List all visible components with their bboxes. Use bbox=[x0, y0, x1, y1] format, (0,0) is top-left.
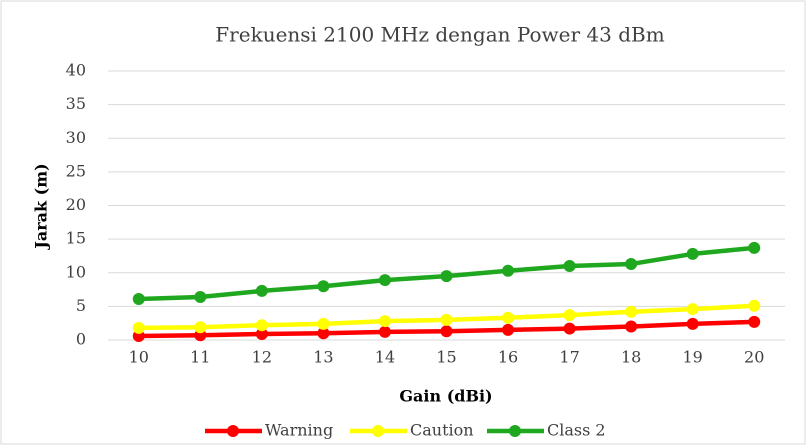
data-point bbox=[194, 321, 207, 334]
data-point bbox=[625, 305, 638, 318]
legend-label: Class 2 bbox=[547, 421, 606, 440]
x-tick-label: 10 bbox=[129, 348, 149, 367]
data-point bbox=[194, 290, 207, 303]
data-point bbox=[502, 264, 515, 277]
x-tick-label: 11 bbox=[190, 348, 210, 367]
data-point bbox=[255, 284, 268, 297]
data-point bbox=[317, 317, 330, 330]
y-tick-label: 30 bbox=[66, 128, 86, 147]
data-point bbox=[255, 327, 268, 340]
data-point bbox=[255, 319, 268, 332]
chart-title: Frekuensi 2100 MHz dengan Power 43 dBm bbox=[215, 23, 664, 47]
y-tick-label: 10 bbox=[66, 262, 86, 281]
x-tick-label: 13 bbox=[313, 348, 333, 367]
x-tick-label: 18 bbox=[621, 348, 641, 367]
legend-marker bbox=[509, 425, 521, 437]
data-point bbox=[625, 258, 638, 271]
y-tick-label: 0 bbox=[76, 330, 86, 349]
data-point bbox=[440, 313, 453, 326]
y-tick-label: 25 bbox=[66, 161, 86, 180]
x-tick-label: 12 bbox=[252, 348, 272, 367]
y-tick-label: 40 bbox=[66, 61, 86, 80]
data-point bbox=[625, 320, 638, 333]
y-tick-label: 5 bbox=[76, 296, 86, 315]
data-point bbox=[317, 327, 330, 340]
x-tick-label: 20 bbox=[744, 348, 764, 367]
y-tick-label: 15 bbox=[66, 229, 86, 248]
x-tick-label: 16 bbox=[498, 348, 518, 367]
data-point bbox=[563, 322, 576, 335]
data-point bbox=[748, 241, 761, 254]
x-axis-title: Gain (dBi) bbox=[399, 387, 492, 406]
data-point bbox=[686, 317, 699, 330]
legend-marker bbox=[372, 425, 384, 437]
legend-marker bbox=[227, 425, 239, 437]
data-point bbox=[440, 325, 453, 338]
data-point bbox=[502, 323, 515, 336]
legend-label: Caution bbox=[410, 421, 474, 440]
data-point bbox=[502, 311, 515, 324]
data-point bbox=[563, 260, 576, 273]
data-point bbox=[563, 309, 576, 322]
x-tick-label: 14 bbox=[375, 348, 395, 367]
y-tick-label: 20 bbox=[66, 195, 86, 214]
y-tick-label: 35 bbox=[66, 94, 86, 113]
data-point bbox=[686, 247, 699, 260]
data-point bbox=[132, 292, 145, 305]
data-point bbox=[686, 303, 699, 316]
y-axis-title: Jarak (m) bbox=[32, 163, 51, 250]
data-point bbox=[748, 315, 761, 328]
data-point bbox=[378, 315, 391, 328]
data-point bbox=[748, 299, 761, 312]
data-point bbox=[378, 274, 391, 287]
x-tick-label: 17 bbox=[559, 348, 579, 367]
data-point bbox=[378, 325, 391, 338]
legend-label: Warning bbox=[265, 421, 333, 440]
x-tick-label: 15 bbox=[436, 348, 456, 367]
data-point bbox=[317, 280, 330, 293]
x-tick-label: 19 bbox=[683, 348, 703, 367]
data-point bbox=[132, 321, 145, 334]
data-point bbox=[440, 270, 453, 283]
